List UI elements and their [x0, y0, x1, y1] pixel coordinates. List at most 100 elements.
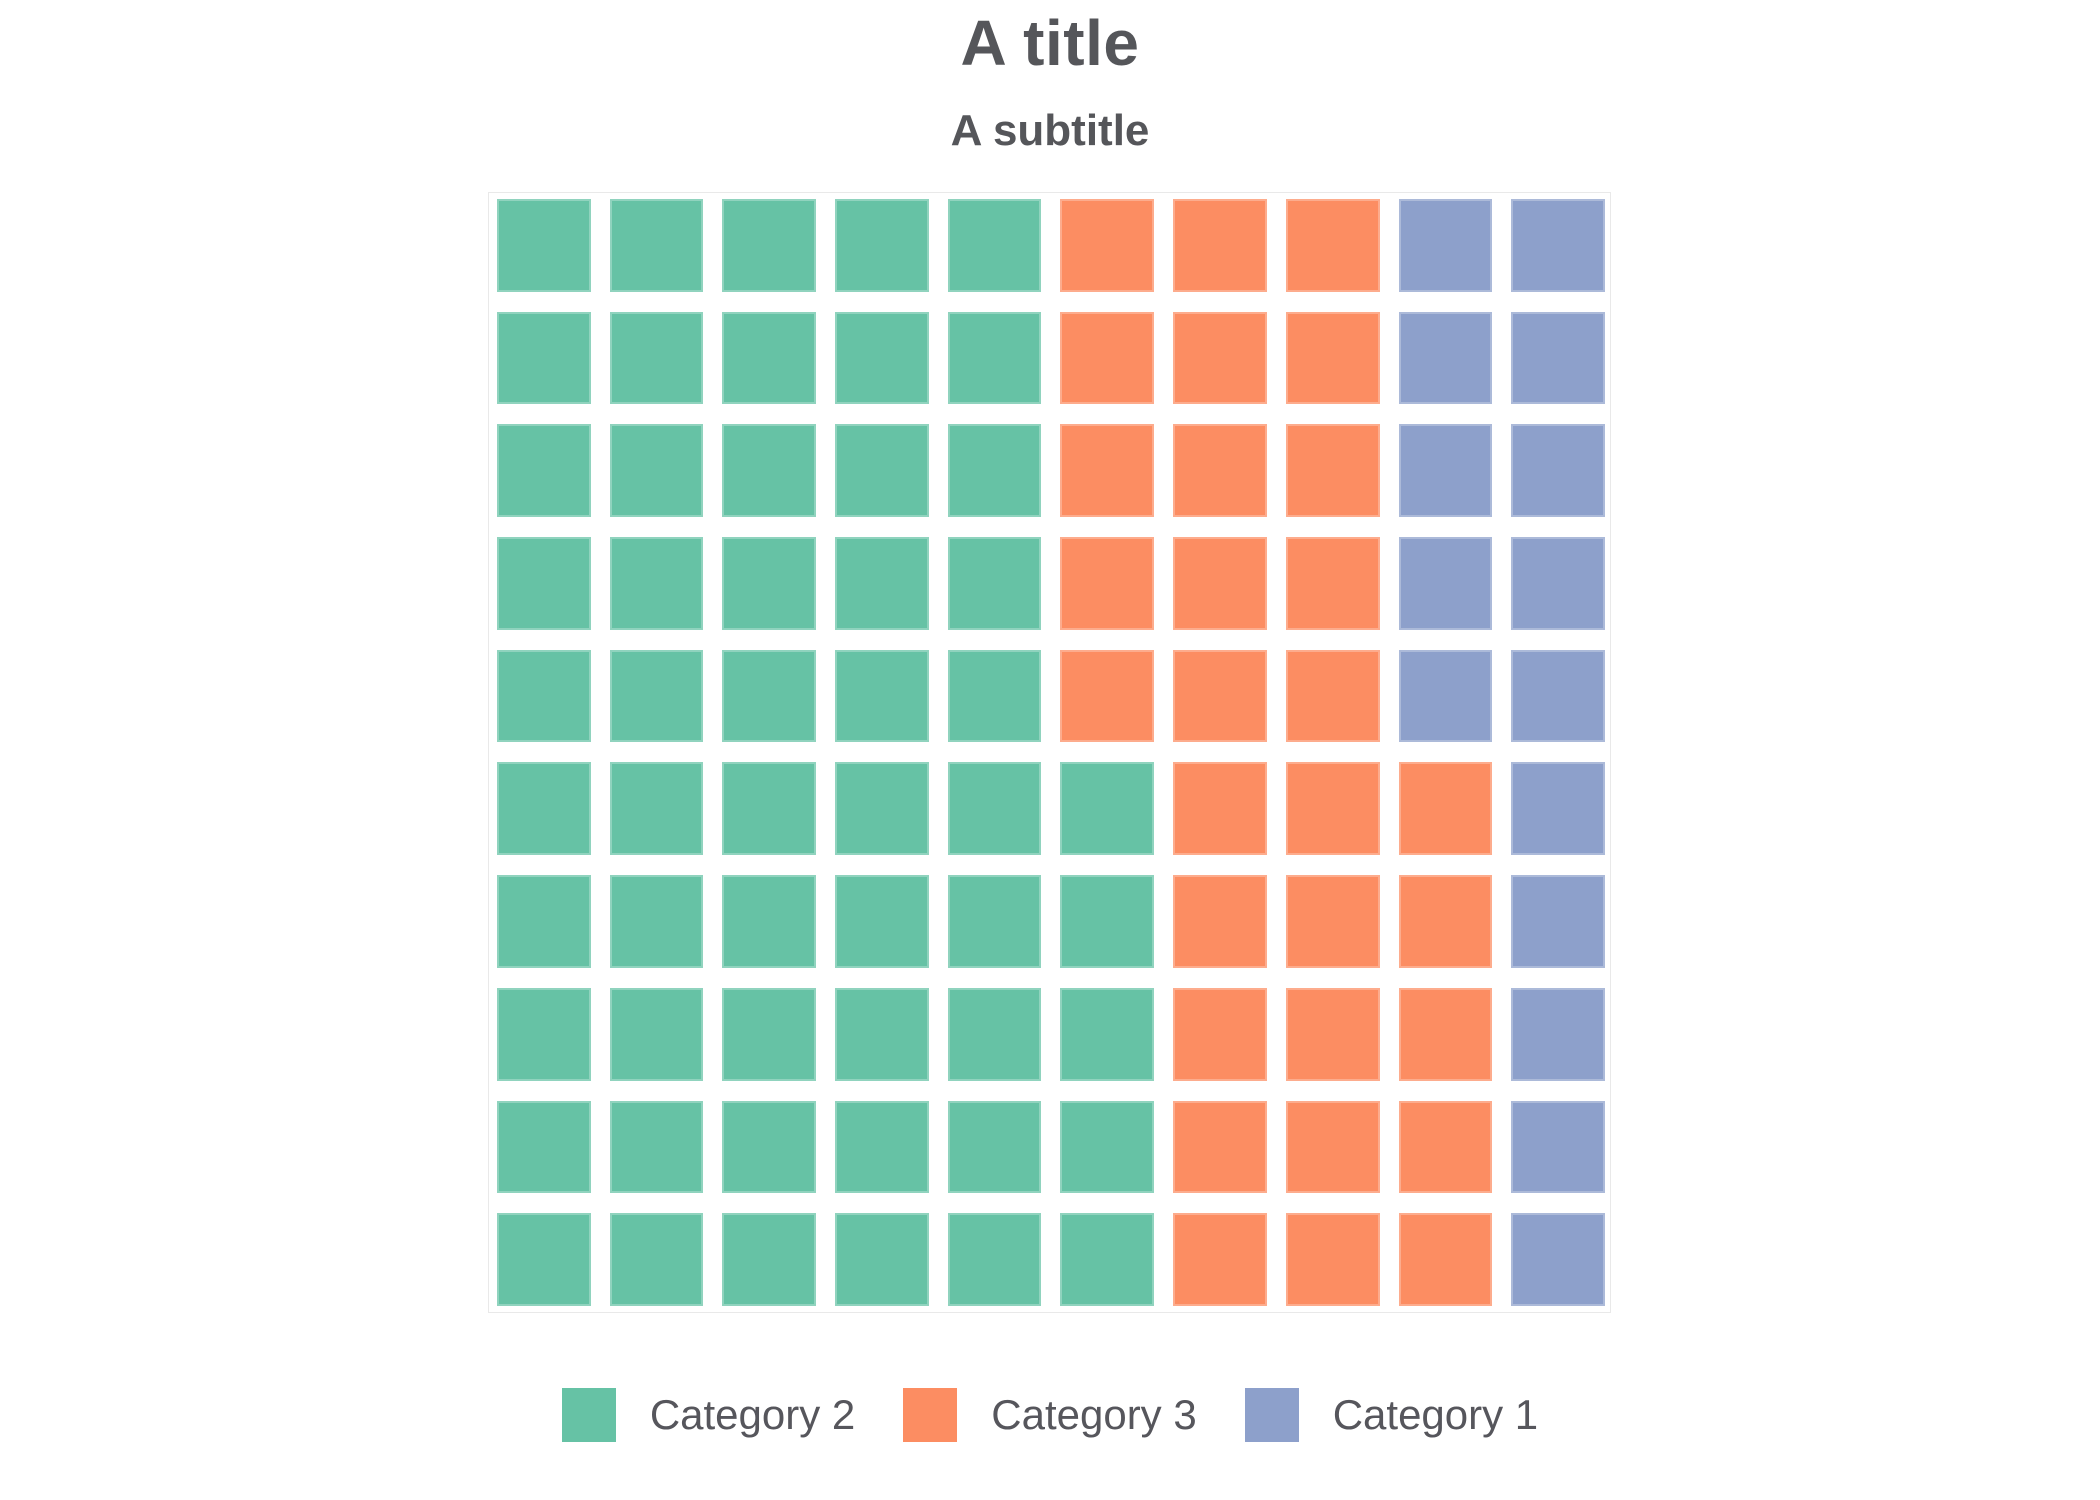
- chart-subtitle: A subtitle: [950, 106, 1150, 155]
- legend-item-category-3[interactable]: Category 3: [903, 1388, 1197, 1442]
- waffle-cell: [609, 1100, 704, 1194]
- legend-label-category-2: Category 2: [649, 1391, 856, 1438]
- waffle-cell: [497, 875, 591, 968]
- waffle-cell: [609, 762, 704, 856]
- legend-label-category-1: Category 1: [1332, 1391, 1539, 1438]
- waffle-cell: [1511, 199, 1605, 292]
- waffle-cell: [947, 649, 1042, 743]
- waffle-cell: [1285, 199, 1380, 292]
- waffle-cell: [1285, 537, 1380, 630]
- waffle-cell: [1398, 199, 1493, 292]
- waffle-cell: [497, 649, 591, 743]
- waffle-grid: [497, 199, 1605, 1306]
- legend-item-category-1[interactable]: Category 1: [1244, 1388, 1539, 1442]
- waffle-cell: [1173, 537, 1267, 630]
- waffle-cell: [835, 199, 929, 292]
- waffle-cell: [1173, 199, 1267, 292]
- waffle-cell: [722, 199, 817, 292]
- waffle-cell: [722, 1100, 817, 1194]
- waffle-cell: [609, 987, 704, 1081]
- waffle-cell: [1173, 1100, 1267, 1194]
- waffle-cell: [1060, 537, 1155, 630]
- waffle-cell: [1511, 311, 1605, 405]
- waffle-cell: [1285, 987, 1380, 1081]
- legend: Category 2 Category 3 Category 1: [0, 1388, 2100, 1442]
- waffle-cell: [609, 537, 704, 630]
- waffle-cell: [609, 649, 704, 743]
- waffle-cell: [1060, 424, 1155, 518]
- waffle-cell: [1173, 311, 1267, 405]
- waffle-cell: [1511, 424, 1605, 518]
- waffle-cell: [1398, 875, 1493, 968]
- waffle-cell: [1511, 1100, 1605, 1194]
- waffle-cell: [1398, 1213, 1493, 1306]
- waffle-cell: [835, 649, 929, 743]
- waffle-cell: [947, 987, 1042, 1081]
- waffle-cell: [1060, 199, 1155, 292]
- waffle-cell: [497, 1213, 591, 1306]
- waffle-cell: [1285, 311, 1380, 405]
- waffle-cell: [835, 424, 929, 518]
- waffle-cell: [947, 762, 1042, 856]
- waffle-cell: [1060, 649, 1155, 743]
- waffle-cell: [1398, 424, 1493, 518]
- waffle-cell: [722, 537, 817, 630]
- waffle-cell: [1511, 987, 1605, 1081]
- waffle-cell: [497, 762, 591, 856]
- waffle-cell: [947, 537, 1042, 630]
- waffle-cell: [947, 424, 1042, 518]
- waffle-cell: [1060, 987, 1155, 1081]
- waffle-cell: [835, 875, 929, 968]
- waffle-cell: [609, 311, 704, 405]
- legend-swatch-category-2: [561, 1388, 616, 1442]
- waffle-cell: [835, 1100, 929, 1194]
- waffle-cell: [835, 987, 929, 1081]
- waffle-cell: [722, 987, 817, 1081]
- waffle-cell: [722, 424, 817, 518]
- waffle-cell: [722, 1213, 817, 1306]
- waffle-cell: [1173, 762, 1267, 856]
- waffle-cell: [497, 1100, 591, 1194]
- legend-swatch-category-1: [1244, 1388, 1299, 1442]
- waffle-cell: [835, 311, 929, 405]
- waffle-cell: [1285, 1100, 1380, 1194]
- legend-item-category-2[interactable]: Category 2: [561, 1388, 856, 1442]
- waffle-cell: [1511, 649, 1605, 743]
- waffle-cell: [1285, 1213, 1380, 1306]
- waffle-cell: [1398, 1100, 1493, 1194]
- waffle-cell: [722, 649, 817, 743]
- waffle-cell: [1398, 987, 1493, 1081]
- waffle-cell: [609, 424, 704, 518]
- waffle-cell: [1060, 311, 1155, 405]
- waffle-cell: [835, 762, 929, 856]
- waffle-cell: [1511, 1213, 1605, 1306]
- waffle-cell: [1173, 1213, 1267, 1306]
- waffle-cell: [722, 311, 817, 405]
- waffle-cell: [835, 537, 929, 630]
- waffle-cell: [1398, 649, 1493, 743]
- waffle-cell: [1173, 987, 1267, 1081]
- waffle-cell: [609, 875, 704, 968]
- waffle-cell: [1060, 762, 1155, 856]
- waffle-cell: [497, 199, 591, 292]
- waffle-cell: [722, 762, 817, 856]
- waffle-cell: [1173, 424, 1267, 518]
- waffle-cell: [609, 1213, 704, 1306]
- waffle-cell: [609, 199, 704, 292]
- waffle-cell: [947, 875, 1042, 968]
- waffle-cell: [1398, 311, 1493, 405]
- waffle-cell: [1285, 875, 1380, 968]
- waffle-cell: [1285, 649, 1380, 743]
- waffle-cell: [1173, 875, 1267, 968]
- waffle-cell: [835, 1213, 929, 1306]
- waffle-cell: [497, 537, 591, 630]
- legend-label-category-3: Category 3: [991, 1391, 1197, 1438]
- waffle-cell: [1511, 537, 1605, 630]
- waffle-cell: [1398, 537, 1493, 630]
- waffle-cell: [497, 311, 591, 405]
- waffle-cell: [1285, 424, 1380, 518]
- waffle-cell: [947, 311, 1042, 405]
- waffle-cell: [1285, 762, 1380, 856]
- waffle-cell: [497, 987, 591, 1081]
